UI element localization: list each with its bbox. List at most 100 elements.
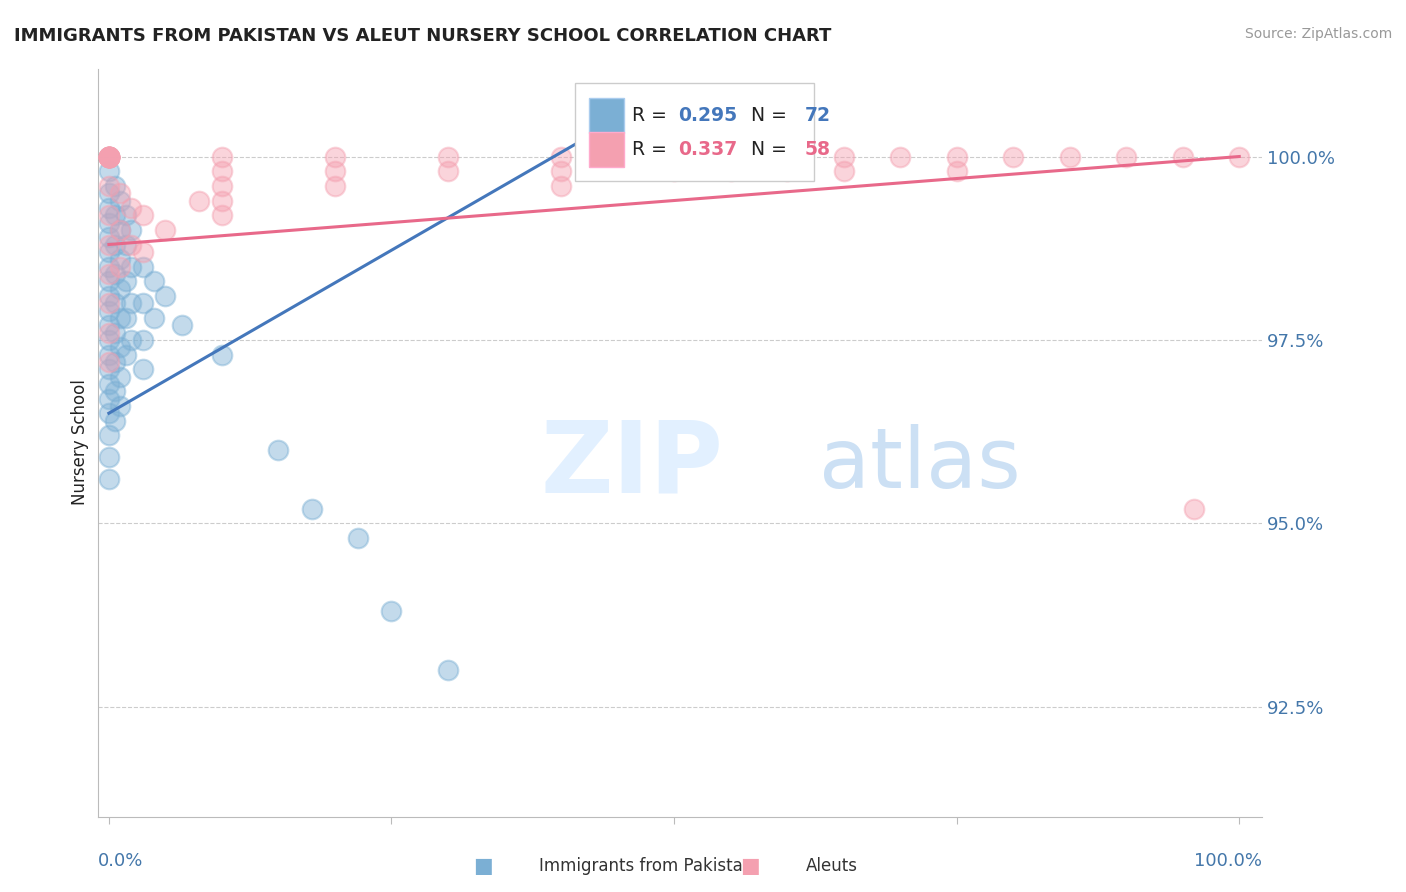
Point (103, 413, 125, 427)
Point (97, 149, 120, 163)
Point (1182, 501, 1205, 516)
Point (188, 194, 211, 208)
Point (103, 237, 125, 252)
Point (97, 450, 120, 465)
Point (97, 289, 120, 303)
Text: R =: R = (633, 140, 673, 159)
Point (211, 178, 233, 193)
Text: 58: 58 (804, 140, 831, 159)
Point (97, 318, 120, 333)
Point (108, 310, 131, 325)
Point (550, 178, 572, 193)
Point (211, 194, 233, 208)
Point (121, 333, 143, 347)
Point (267, 442, 290, 457)
Text: Immigrants from Pakistan: Immigrants from Pakistan (538, 856, 754, 874)
Point (97, 149, 120, 163)
Point (97, 406, 120, 420)
Text: 0.337: 0.337 (679, 140, 738, 159)
Text: 0.295: 0.295 (679, 106, 738, 125)
Point (437, 663, 460, 677)
FancyBboxPatch shape (575, 84, 814, 181)
Point (97, 149, 120, 163)
Point (121, 237, 143, 252)
Point (108, 399, 131, 413)
Point (97, 149, 120, 163)
Text: N =: N = (740, 140, 793, 159)
Text: Aleuts: Aleuts (806, 856, 858, 874)
Point (97, 149, 120, 163)
Point (103, 208, 125, 222)
FancyBboxPatch shape (589, 98, 624, 133)
Point (108, 186, 131, 201)
Point (143, 274, 166, 288)
Point (97, 149, 120, 163)
Point (662, 164, 685, 178)
Point (301, 501, 323, 516)
Point (132, 244, 155, 259)
Point (97, 274, 120, 288)
Point (1227, 149, 1250, 163)
Point (108, 340, 131, 354)
Point (97, 149, 120, 163)
Point (97, 392, 120, 406)
Point (97, 267, 120, 281)
Point (114, 237, 136, 252)
Point (720, 164, 742, 178)
Point (97, 347, 120, 361)
Point (132, 333, 155, 347)
Point (121, 260, 143, 274)
Text: atlas: atlas (820, 425, 1021, 506)
Point (103, 296, 125, 310)
Point (97, 149, 120, 163)
Point (108, 223, 131, 237)
Point (97, 201, 120, 215)
Point (121, 201, 143, 215)
Point (114, 274, 136, 288)
Y-axis label: Nursery School: Nursery School (72, 380, 89, 506)
Point (945, 149, 967, 163)
Point (211, 149, 233, 163)
Point (132, 260, 155, 274)
Point (143, 310, 166, 325)
Point (97, 215, 120, 229)
Point (437, 149, 460, 163)
Point (172, 318, 194, 333)
Point (380, 604, 402, 618)
Text: ■: ■ (740, 855, 759, 876)
Point (323, 178, 346, 193)
Point (97, 376, 120, 391)
Point (550, 164, 572, 178)
Text: N =: N = (740, 106, 793, 125)
Point (121, 223, 143, 237)
Point (108, 369, 131, 384)
Point (108, 281, 131, 295)
Point (97, 326, 120, 340)
Point (108, 223, 131, 237)
Point (211, 347, 233, 361)
Point (108, 252, 131, 267)
Point (97, 149, 120, 163)
Point (346, 531, 368, 545)
Point (776, 164, 799, 178)
Point (108, 194, 131, 208)
Point (945, 164, 967, 178)
Point (97, 244, 120, 259)
Point (97, 208, 120, 222)
Text: 0.0%: 0.0% (97, 852, 143, 871)
Point (97, 178, 120, 193)
Point (97, 149, 120, 163)
Point (720, 149, 742, 163)
Point (832, 149, 855, 163)
Point (97, 260, 120, 274)
FancyBboxPatch shape (589, 132, 624, 167)
Point (97, 472, 120, 486)
Text: Source: ZipAtlas.com: Source: ZipAtlas.com (1244, 27, 1392, 41)
Point (97, 355, 120, 369)
Point (103, 355, 125, 369)
Point (97, 303, 120, 318)
Point (132, 208, 155, 222)
Point (97, 230, 120, 244)
Point (155, 223, 177, 237)
Point (97, 149, 120, 163)
